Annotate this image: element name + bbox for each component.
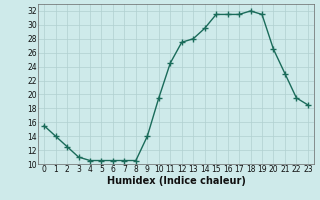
X-axis label: Humidex (Indice chaleur): Humidex (Indice chaleur) [107, 176, 245, 186]
